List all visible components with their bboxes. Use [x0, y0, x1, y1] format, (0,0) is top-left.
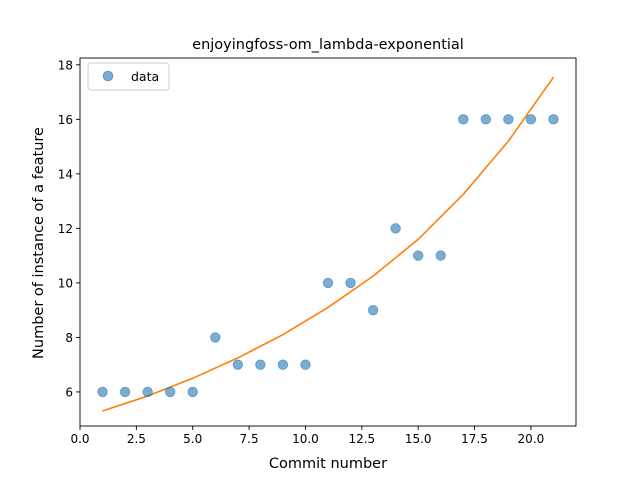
chart-title: enjoyingfoss-om_lambda-exponential: [192, 37, 464, 53]
x-tick-label: 17.5: [461, 432, 488, 446]
x-tick-label: 10.0: [292, 432, 319, 446]
data-point: [345, 277, 356, 289]
data-point: [503, 114, 514, 125]
data-point: [210, 332, 221, 343]
axes-background: [80, 58, 576, 426]
y-tick-label: 6: [65, 385, 73, 399]
data-point: [164, 386, 176, 398]
data-point: [142, 386, 153, 398]
axes-frame: [79, 57, 577, 427]
x-axis-label: Commit number: [269, 456, 387, 472]
data-point: [548, 114, 559, 125]
data-point: [367, 304, 379, 316]
data-point: [435, 250, 446, 261]
y-tick-label: 10: [58, 276, 73, 290]
x-tick-label: 2.5: [127, 432, 146, 446]
data-point: [390, 223, 401, 234]
y-tick-label: 8: [65, 331, 73, 345]
plot-area: [79, 57, 577, 427]
data-point: [300, 359, 311, 370]
x-tick-label: 7.5: [240, 432, 259, 446]
y-tick-label: 12: [58, 222, 73, 236]
x-tick-label: 15.0: [405, 432, 432, 446]
x-tick-label: 5.0: [183, 432, 202, 446]
x-axis: 0.0 2.5 5.0 7.5 10.0 12.5 15.0 17.5 20.0: [70, 426, 544, 446]
data-point: [480, 114, 492, 125]
y-tick-label: 14: [58, 167, 73, 181]
data-point: [119, 386, 131, 398]
legend-box: [87, 62, 170, 91]
x-tick-label: 20.0: [518, 432, 545, 446]
y-axis-label: Number of instance of a feature: [31, 127, 47, 359]
legend-label-data: data: [131, 69, 159, 84]
fit-curve-line: [102, 76, 555, 412]
legend-marker: [102, 70, 114, 82]
x-tick-label: 0.0: [70, 432, 89, 446]
data-point: [525, 114, 537, 125]
data-point: [232, 359, 244, 370]
y-tick-label: 18: [58, 58, 73, 72]
y-tick-label: 16: [58, 113, 73, 127]
data-point: [187, 386, 198, 398]
y-axis: 6 8 10 12 14 16 18: [58, 58, 80, 399]
data-point: [97, 386, 108, 398]
data-point: [322, 277, 334, 289]
data-point: [458, 114, 469, 125]
legend: data: [87, 62, 170, 91]
x-tick-label: 12.5: [348, 432, 375, 446]
data-point: [255, 359, 266, 370]
data-point: [412, 250, 424, 261]
data-point: [277, 359, 289, 370]
